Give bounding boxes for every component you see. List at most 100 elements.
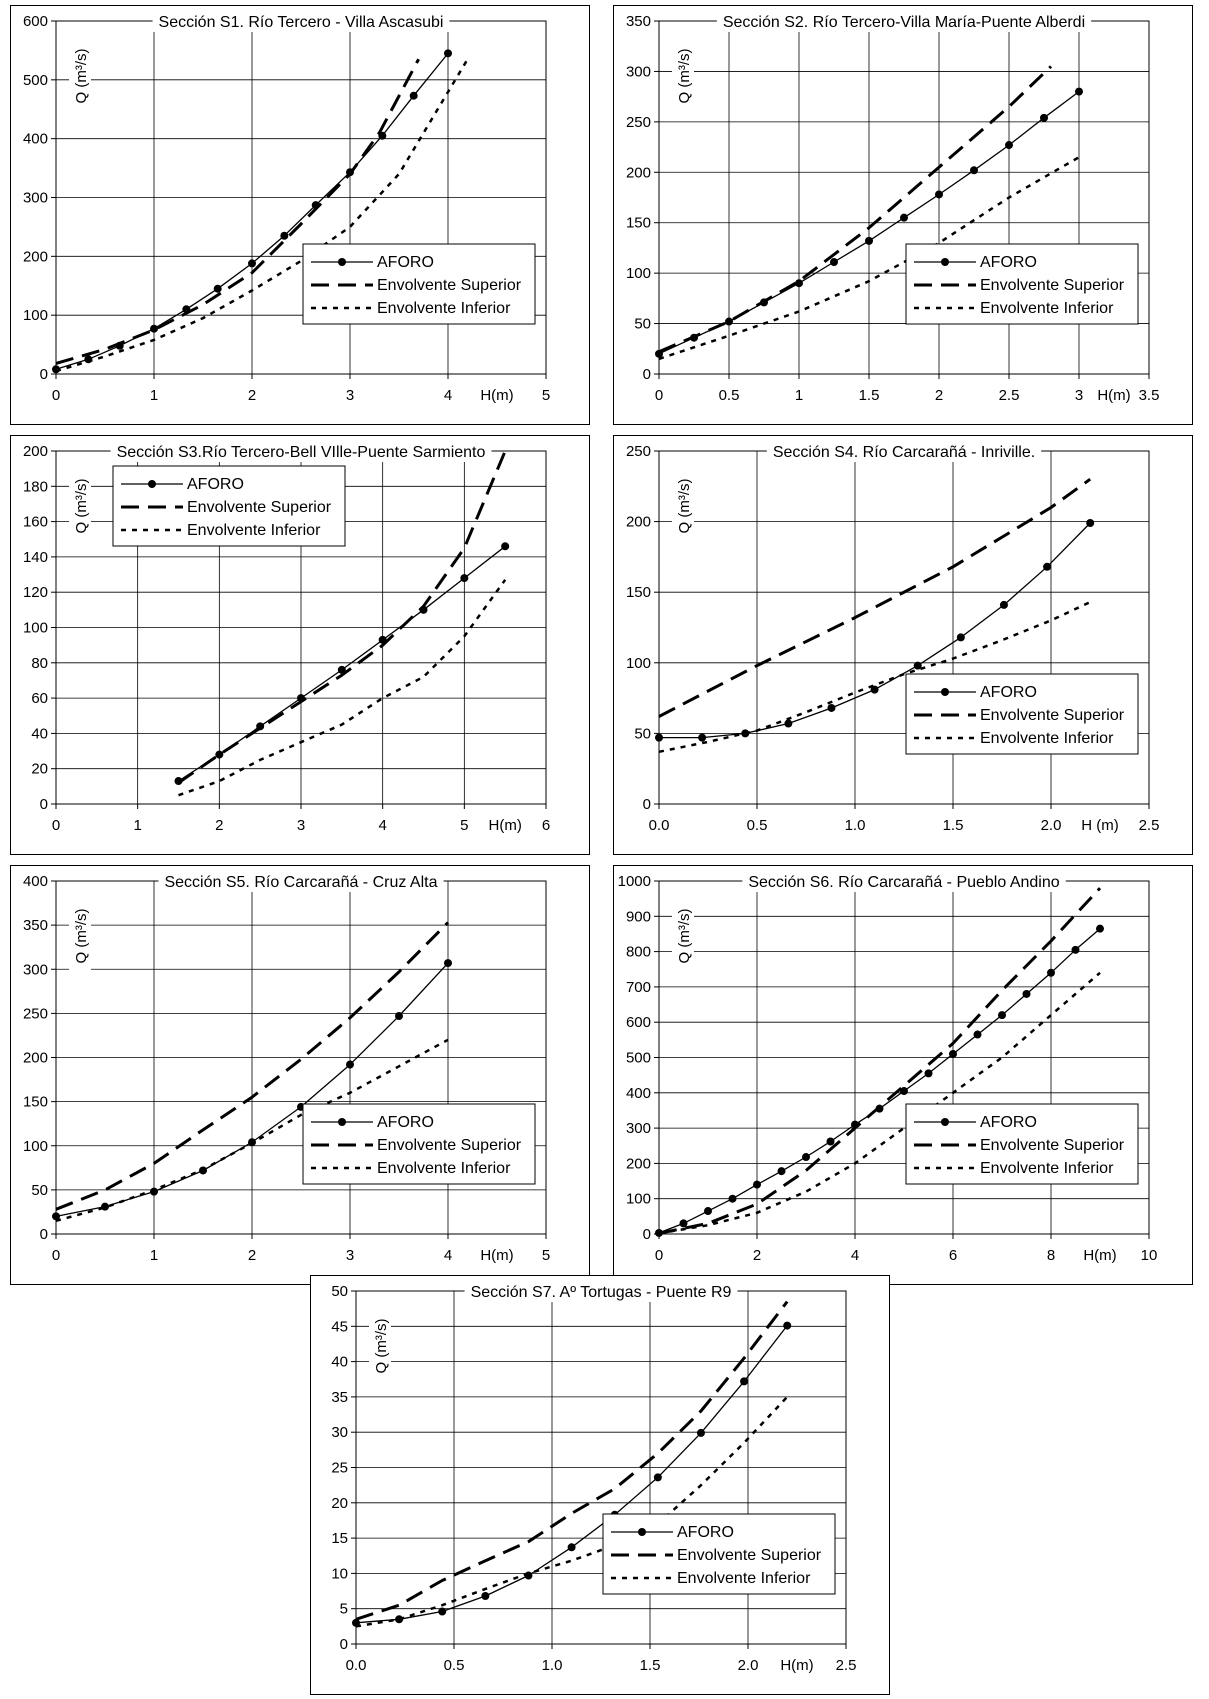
legend-marker xyxy=(638,1528,646,1536)
data-point xyxy=(567,1543,576,1552)
legend-marker xyxy=(941,1118,949,1126)
y-tick-label: 180 xyxy=(23,478,48,495)
x-axis-label: H(m) xyxy=(780,1657,813,1674)
data-point xyxy=(949,1049,957,1058)
y-tick-label: 400 xyxy=(23,131,48,148)
y-tick-label: 0 xyxy=(340,1636,348,1653)
legend-box xyxy=(905,1103,1139,1185)
y-tick-label: 40 xyxy=(331,1354,348,1371)
y-axis-label-bg xyxy=(69,464,91,548)
data-point xyxy=(444,959,452,968)
x-tick-label: 4 xyxy=(444,1247,452,1264)
series-line-0 xyxy=(178,545,506,782)
y-tick-label: 250 xyxy=(23,1005,48,1022)
x-tick-label: 1.0 xyxy=(542,1657,563,1674)
y-tick-label: 25 xyxy=(331,1460,348,1477)
y-tick-label: 120 xyxy=(23,584,48,601)
data-point xyxy=(1005,141,1013,150)
legend-label: Envolvente Inferior xyxy=(187,522,321,539)
x-tick-label: 0.5 xyxy=(719,387,740,404)
chart-title: Sección S5. Río Carcarañá - Cruz Alta xyxy=(164,874,437,891)
y-axis-label: Q (m³/s) xyxy=(373,1319,390,1374)
y-axis-label-bg xyxy=(672,464,694,548)
x-tick-label: 2 xyxy=(935,387,943,404)
y-tick-label: 100 xyxy=(23,1138,48,1155)
y-tick-label: 15 xyxy=(331,1530,348,1547)
y-tick-label: 80 xyxy=(31,655,48,672)
y-tick-label: 50 xyxy=(331,1283,348,1300)
data-point xyxy=(1040,113,1048,122)
y-tick-label: 60 xyxy=(31,690,48,707)
series-line-2 xyxy=(178,579,507,797)
series-line-2 xyxy=(355,1396,789,1628)
series-line-2 xyxy=(658,600,1091,754)
series-line-1 xyxy=(177,450,507,785)
x-tick-label: 0 xyxy=(52,817,60,834)
x-axis-label: H(m) xyxy=(1083,1247,1116,1264)
data-point xyxy=(740,1377,749,1386)
x-tick-label: 1.5 xyxy=(859,387,880,404)
chart-panel-s2: 0 50 100 150 200 250 300 350 0 0.5 1 1.5 2 2.5 3 3.5 H(m… xyxy=(613,5,1193,425)
legend-label: Envolvente Inferior xyxy=(677,1570,811,1587)
data-point xyxy=(865,236,873,245)
x-axis-label: H(m) xyxy=(480,1247,513,1264)
y-tick-label: 600 xyxy=(626,1014,651,1031)
x-axis-label: H (m) xyxy=(1081,817,1119,834)
x-tick-label: 0.0 xyxy=(346,1657,367,1674)
data-point xyxy=(935,190,943,199)
legend-label: Envolvente Superior xyxy=(187,499,332,516)
y-tick-label: 200 xyxy=(626,514,651,531)
series-line-2 xyxy=(55,1038,449,1223)
chart-s3: 0 20 40 60 80 100 120 140 160 180 200 0 1 2 3 4 5 6 H(m) Q … xyxy=(23,443,550,835)
x-tick-label: 6 xyxy=(949,1247,957,1264)
data-point xyxy=(213,284,222,293)
y-tick-label: 100 xyxy=(626,265,651,282)
legend-label: Envolvente Inferior xyxy=(980,730,1114,747)
legend-label: AFORO xyxy=(677,1524,734,1541)
chart-panel-s3: 0 20 40 60 80 100 120 140 160 180 200 0 1 2 3 4 5 6 H(m) Q … xyxy=(10,435,590,855)
x-tick-label: 3.5 xyxy=(1139,387,1160,404)
y-axis-label: Q (m³/s) xyxy=(73,479,90,534)
y-tick-label: 300 xyxy=(626,1120,651,1137)
x-tick-label: 1.0 xyxy=(845,817,866,834)
data-point xyxy=(725,317,733,326)
data-point xyxy=(753,1180,761,1189)
x-tick-label: 1 xyxy=(150,387,158,404)
data-point xyxy=(696,1428,705,1437)
chart-s5: 0 50 100 150 200 250 300 350 400 0 1 2 3 4 5 H(m) Q (m³/… xyxy=(23,873,550,1265)
x-tick-label: 1 xyxy=(795,387,803,404)
chart-panel-s6: 0 100 200 300 400 500 600 700 800 900 1000 0 2 4 6 8 10 H… xyxy=(613,865,1193,1285)
y-tick-label: 200 xyxy=(23,443,48,460)
x-tick-label: 2.5 xyxy=(836,1657,857,1674)
y-tick-label: 20 xyxy=(31,761,48,778)
y-tick-label: 300 xyxy=(23,190,48,207)
x-axis-label: H(m) xyxy=(1097,387,1130,404)
chart-title: Sección S4. Río Carcarañá - Inriville. xyxy=(773,444,1035,461)
x-tick-label: 5 xyxy=(542,1247,550,1264)
series-line-1 xyxy=(658,477,1092,718)
legend-label: AFORO xyxy=(980,1114,1037,1131)
x-tick-label: 4 xyxy=(444,387,452,404)
data-point xyxy=(215,750,224,759)
x-tick-label: 0 xyxy=(52,1247,60,1264)
data-point xyxy=(150,324,158,333)
chart-s1: 0 100 200 300 400 500 600 0 1 2 3 4 5 H(m) Q (m³/s) Sec… xyxy=(23,13,550,405)
data-point xyxy=(783,1321,792,1330)
legend-marker xyxy=(148,480,156,488)
data-point xyxy=(830,258,838,267)
y-tick-label: 700 xyxy=(626,979,651,996)
x-axis-label-bg xyxy=(1078,1243,1122,1265)
chart-s4: 0 50 100 150 200 250 0.0 0.5 1.0 1.5 2.0 2.5 H (m) Q … xyxy=(626,443,1159,835)
legend-label: Envolvente Superior xyxy=(980,277,1125,294)
chart-title: Sección S7. Aº Tortugas - Puente R9 xyxy=(471,1284,732,1301)
x-tick-label: 0.0 xyxy=(649,817,670,834)
x-axis-label: H(m) xyxy=(489,817,522,834)
data-point xyxy=(956,633,965,642)
x-tick-label: 1 xyxy=(150,1247,158,1264)
x-tick-label: 6 xyxy=(542,817,550,834)
chart-title-bg xyxy=(110,443,492,462)
data-point xyxy=(784,719,793,728)
y-tick-label: 0 xyxy=(40,796,48,813)
data-point xyxy=(248,259,256,268)
y-tick-label: 50 xyxy=(634,725,651,742)
